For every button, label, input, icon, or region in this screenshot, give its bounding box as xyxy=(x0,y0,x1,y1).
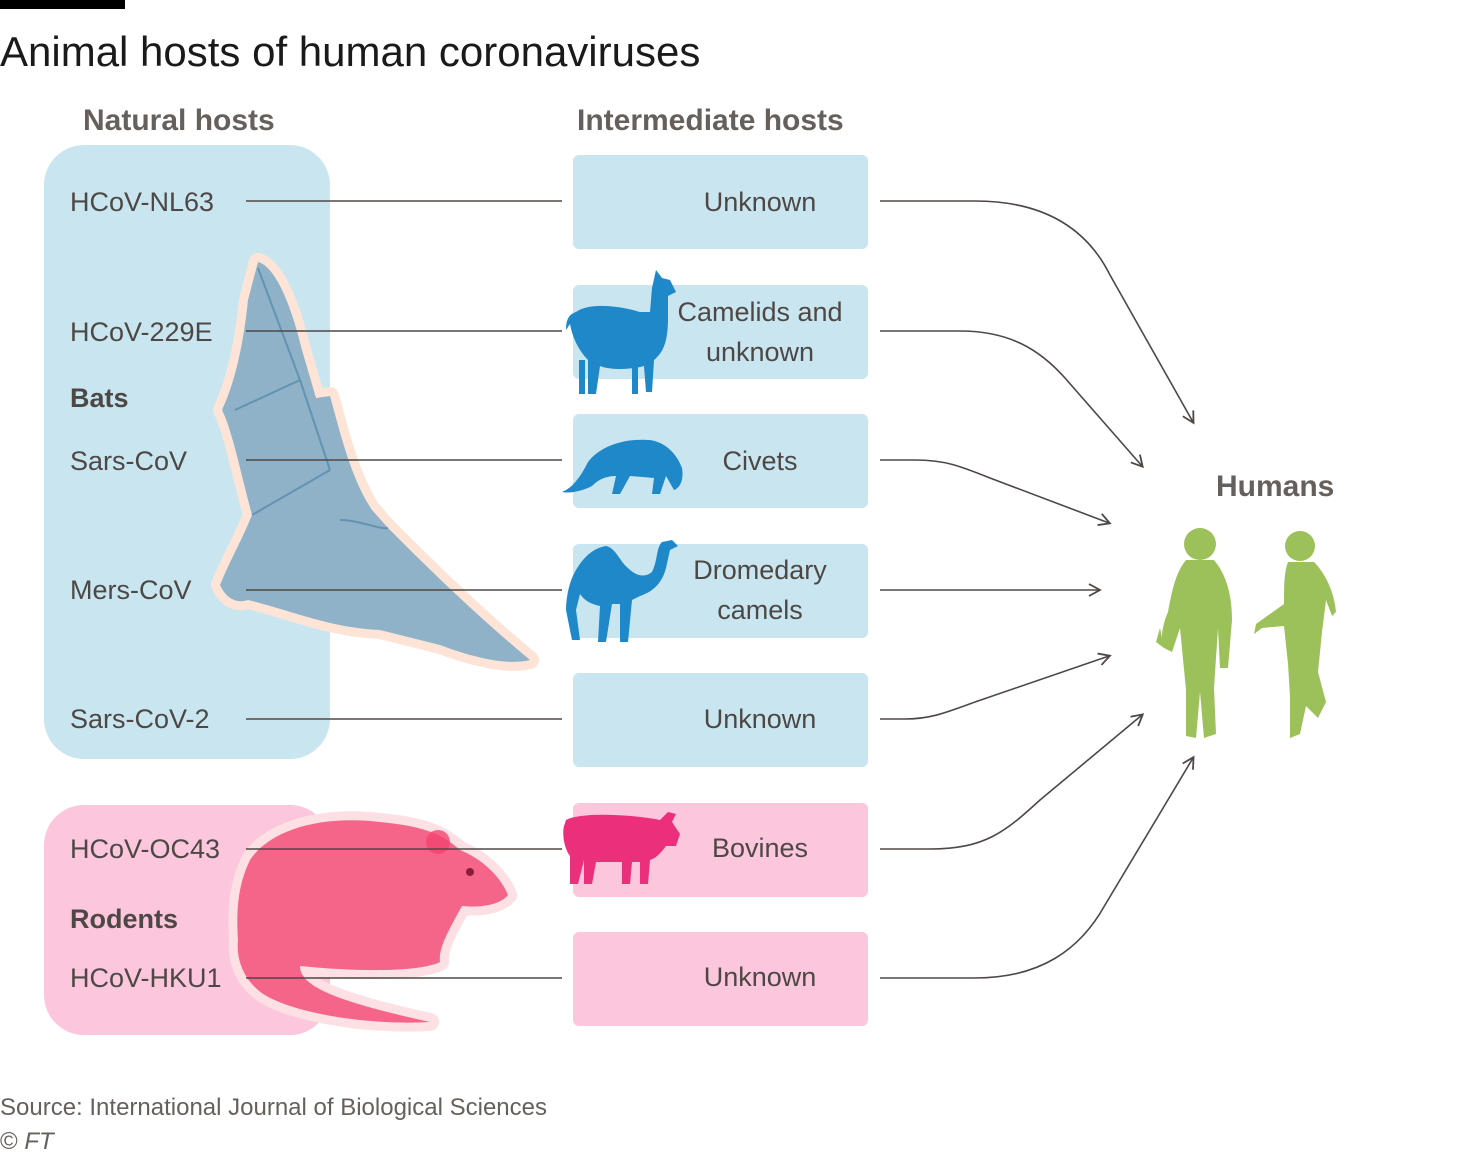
intermediate-label-hku1: Unknown xyxy=(703,962,817,992)
copyright-org: FT xyxy=(24,1128,54,1155)
group-label-rodents: Rodents xyxy=(70,904,178,934)
arrow-sars-cov-to-humans xyxy=(880,459,1112,526)
copyright-note: © FT xyxy=(0,1128,54,1156)
llama-icon xyxy=(566,270,676,394)
page-title: Animal hosts of human coronaviruses xyxy=(0,28,701,75)
virus-label-hcov-nl63: HCoV-NL63 xyxy=(70,187,215,217)
virus-label-hcov-oc43: HCoV-OC43 xyxy=(70,834,221,864)
arrow-oc43-to-humans xyxy=(880,713,1145,850)
column-heading-intermediate-hosts: Intermediate hosts xyxy=(577,104,844,137)
title-accent-bar xyxy=(0,0,125,9)
target-label-humans: Humans xyxy=(1216,470,1335,503)
intermediate-label-sars-cov: Civets xyxy=(722,446,798,476)
intermediate-label-sars-cov-2: Unknown xyxy=(703,704,817,734)
column-heading-natural-hosts: Natural hosts xyxy=(83,104,275,137)
camel-icon xyxy=(566,540,678,642)
intermediate-label-oc43: Bovines xyxy=(711,833,809,863)
virus-label-mers-cov: Mers-CoV xyxy=(70,575,192,605)
virus-label-hcov-229e: HCoV-229E xyxy=(70,317,213,347)
group-label-bats: Bats xyxy=(70,383,129,413)
arrow-nl63-to-humans xyxy=(880,200,1195,425)
rat-icon xyxy=(228,811,517,1032)
intermediate-box-hku1 xyxy=(573,932,868,1026)
bat-icon xyxy=(211,253,539,671)
virus-label-hcov-hku1: HCoV-HKU1 xyxy=(70,963,222,993)
arrow-sars-cov-2-to-humans xyxy=(880,652,1112,720)
source-note: Source: International Journal of Biologi… xyxy=(0,1094,547,1121)
cow-icon xyxy=(563,812,680,884)
virus-label-sars-cov: Sars-CoV xyxy=(70,446,188,476)
intermediate-label-229e: Camelids and unknown xyxy=(677,297,843,367)
arrow-hku1-to-humans xyxy=(880,755,1195,979)
humans-icon xyxy=(1156,528,1336,738)
intermediate-box-sars-cov-2 xyxy=(573,673,868,767)
civet-icon xyxy=(562,439,683,494)
arrow-229e-to-humans xyxy=(880,330,1144,469)
intermediate-box-nl63 xyxy=(573,155,868,249)
intermediate-label-mers-cov: Dromedary camels xyxy=(693,555,827,625)
virus-label-sars-cov-2: Sars-CoV-2 xyxy=(70,704,210,734)
copyright-symbol: © xyxy=(0,1128,18,1155)
intermediate-label-nl63: Unknown xyxy=(703,187,817,217)
